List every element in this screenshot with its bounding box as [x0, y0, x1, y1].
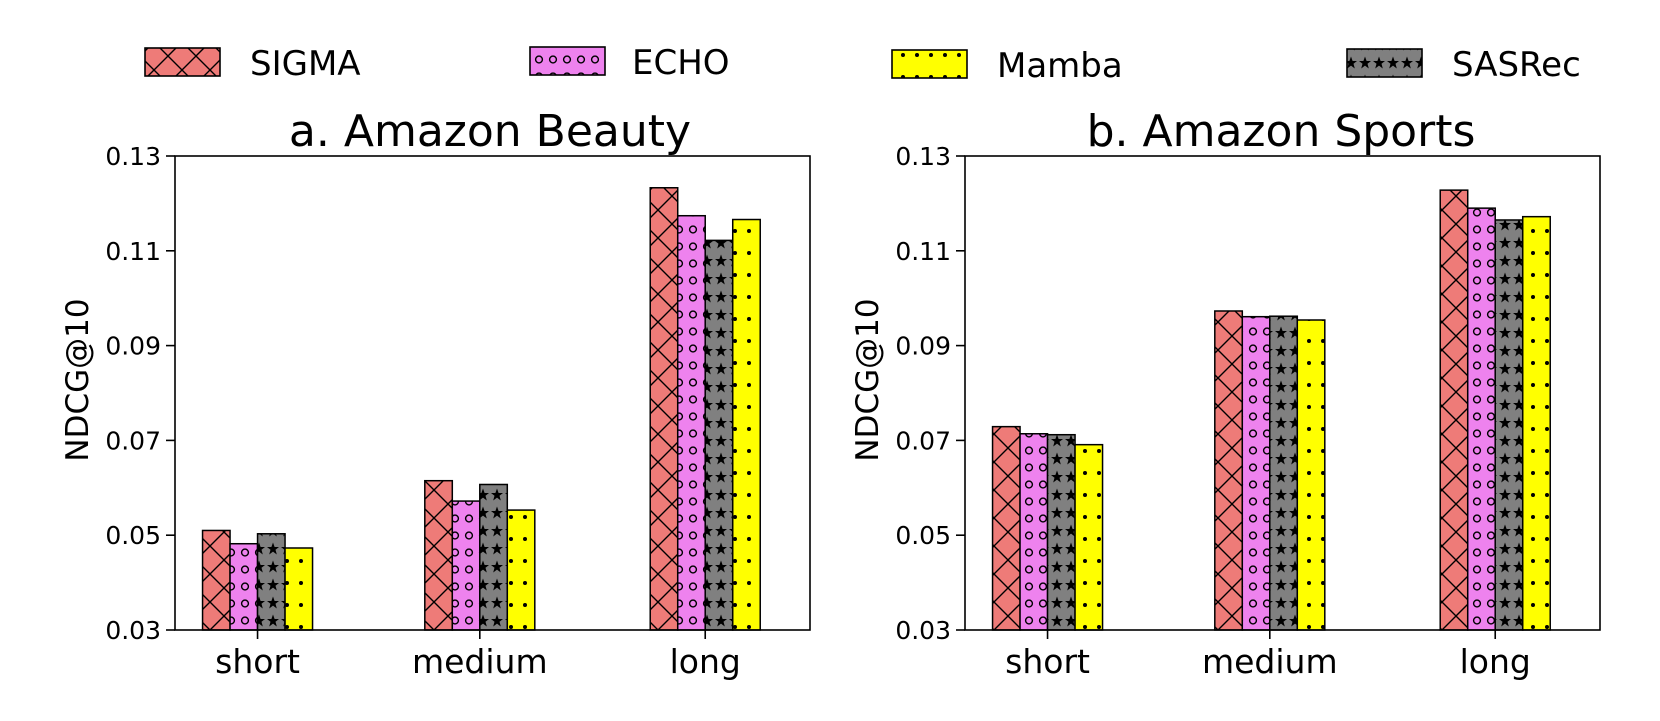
- bar-mamba-medium: [506, 509, 536, 631]
- y-ticks: 0.03 0.05 0.07 0.09 0.11 0.13: [105, 142, 175, 645]
- legend-swatch-sigma: [144, 47, 221, 77]
- legend-swatch-mamba: [891, 49, 968, 79]
- bar-sigma-short: [201, 529, 231, 631]
- bar-echo-short: [229, 542, 259, 631]
- legend: SIGMA ECHO Mamba SASRec: [144, 43, 1581, 86]
- legend-item-sigma: SIGMA: [144, 44, 361, 84]
- bar-echo-long: [676, 214, 706, 631]
- y-ticks: 0.03 0.05 0.07 0.09 0.11 0.13: [895, 142, 965, 645]
- y-tick-label: 0.05: [105, 521, 161, 550]
- bars: [991, 189, 1551, 631]
- y-tick-label: 0.03: [105, 616, 161, 645]
- bar-mamba-long: [731, 218, 761, 631]
- bar-sigma-short: [991, 425, 1021, 631]
- y-tick-label: 0.07: [105, 426, 161, 455]
- y-tick-label: 0.09: [895, 332, 951, 361]
- x-tick-label-short: short: [215, 642, 300, 681]
- bar-sigma-medium: [1214, 310, 1244, 631]
- chart-panel-amazon-sports: b. Amazon Sports NDCG@10 0.030.050.070.0…: [850, 106, 1601, 681]
- bar-sasrec-long: [1494, 219, 1524, 631]
- legend-swatch-echo: [529, 46, 606, 76]
- chart-title: a. Amazon Beauty: [289, 106, 691, 157]
- bar-mamba-short: [1074, 443, 1104, 631]
- x-tick-label-long: long: [670, 642, 741, 681]
- chart-panel-amazon-beauty: a. Amazon Beauty NDCG@10 0.030.050.070.0…: [60, 106, 811, 681]
- bar-mamba-short: [284, 547, 314, 631]
- bar-sigma-long: [1439, 189, 1469, 631]
- legend-label-echo: ECHO: [632, 43, 730, 83]
- y-axis-label: NDCG@10: [60, 298, 96, 461]
- x-ticks: short medium long: [1005, 630, 1531, 681]
- bar-sigma-medium: [424, 479, 454, 631]
- bar-sasrec-short: [256, 533, 286, 631]
- legend-swatch-sasrec: [1346, 48, 1423, 78]
- legend-label-sigma: SIGMA: [250, 44, 361, 84]
- y-axis-label: NDCG@10: [850, 298, 886, 461]
- legend-label-mamba: Mamba: [997, 46, 1123, 86]
- bar-sasrec-short: [1046, 433, 1076, 631]
- legend-item-mamba: Mamba: [891, 46, 1123, 86]
- x-tick-label-medium: medium: [1202, 642, 1338, 681]
- y-tick-label: 0.11: [105, 237, 161, 266]
- y-tick-label: 0.07: [895, 426, 951, 455]
- bars: [201, 187, 761, 631]
- plot-frame: [964, 155, 1601, 631]
- chart-title: b. Amazon Sports: [1087, 106, 1476, 157]
- bar-sasrec-medium: [479, 483, 509, 631]
- bar-sasrec-long: [704, 239, 734, 631]
- legend-label-sasrec: SASRec: [1452, 45, 1581, 85]
- y-tick-label: 0.03: [895, 616, 951, 645]
- bar-sigma-long: [649, 187, 679, 631]
- x-tick-label-short: short: [1005, 642, 1090, 681]
- bar-mamba-long: [1521, 215, 1551, 631]
- y-tick-label: 0.13: [105, 142, 161, 171]
- y-tick-label: 0.09: [105, 332, 161, 361]
- y-tick-label: 0.11: [895, 237, 951, 266]
- bar-echo-medium: [451, 500, 481, 631]
- x-tick-label-medium: medium: [412, 642, 548, 681]
- bar-echo-medium: [1241, 315, 1271, 631]
- bar-echo-short: [1019, 433, 1049, 631]
- bar-sasrec-medium: [1269, 315, 1299, 631]
- y-tick-label: 0.05: [895, 521, 951, 550]
- legend-item-sasrec: SASRec: [1346, 45, 1581, 85]
- x-ticks: short medium long: [215, 630, 741, 681]
- bar-mamba-medium: [1296, 319, 1326, 631]
- bar-echo-long: [1466, 207, 1496, 631]
- x-tick-label-long: long: [1460, 642, 1531, 681]
- y-tick-label: 0.13: [895, 142, 951, 171]
- plot-frame: [174, 155, 811, 631]
- legend-item-echo: ECHO: [529, 43, 730, 83]
